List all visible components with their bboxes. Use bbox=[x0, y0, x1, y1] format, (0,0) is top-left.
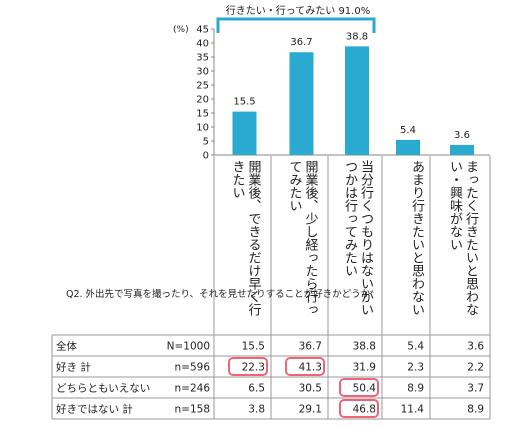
y-axis: 0 5 10 15 20 25 30 35 40 45 bbox=[196, 25, 490, 162]
bar-value-label: 36.7 bbox=[290, 37, 312, 48]
y-tick-label: 40 bbox=[196, 39, 209, 50]
bar bbox=[396, 139, 420, 155]
y-tick-label: 45 bbox=[196, 25, 209, 36]
category-label: まったく行きたいと思わない・興味がない bbox=[447, 160, 478, 316]
bar-value-label: 38.8 bbox=[346, 31, 368, 42]
bar-value-label: 15.5 bbox=[233, 97, 255, 108]
question-text: Q2. 外出先で写真を撮ったり、それを見せたりすることが好きかどうか bbox=[66, 289, 370, 301]
data-table: 全体 N=1000 15.5 36.7 38.8 5.4 3.6 好き 計 n=596 22.3 4… bbox=[51, 156, 491, 420]
unit-label: (%) bbox=[173, 25, 189, 35]
table-cell: 15.5 bbox=[242, 341, 265, 353]
table-cell: 5.4 bbox=[407, 341, 424, 353]
highlight-box bbox=[339, 399, 379, 418]
table-cell: 3.7 bbox=[467, 383, 484, 395]
bar-value-label: 3.6 bbox=[454, 130, 470, 141]
table-cell: 38.8 bbox=[353, 341, 376, 353]
table-cell: 31.9 bbox=[353, 362, 376, 374]
table-cell: 41.3 bbox=[299, 362, 322, 374]
y-tick-label: 15 bbox=[196, 109, 209, 120]
table-cell: 3.6 bbox=[467, 341, 484, 353]
bar bbox=[289, 52, 314, 155]
table-cell: 8.9 bbox=[407, 383, 424, 395]
y-tick-label: 35 bbox=[196, 53, 209, 64]
table-row-n: n=246 bbox=[175, 383, 211, 395]
table-cell: 36.7 bbox=[299, 341, 322, 353]
table-row-n: n=158 bbox=[175, 404, 211, 416]
y-tick-label: 20 bbox=[196, 95, 209, 106]
table-cell: 50.4 bbox=[353, 383, 377, 395]
y-tick-label: 0 bbox=[203, 151, 209, 162]
bars: 15.5 36.7 38.8 5.4 3.6 bbox=[232, 31, 474, 155]
bracket-label: 行きたい・行ってみたい 91.0% bbox=[226, 4, 370, 17]
table-cell: 22.3 bbox=[242, 362, 265, 374]
table-cell: 46.8 bbox=[353, 404, 376, 416]
table-row-n: N=1000 bbox=[167, 341, 210, 353]
bar bbox=[232, 111, 257, 155]
highlight-box bbox=[285, 357, 325, 376]
table-row-label: 好き 計 bbox=[56, 361, 91, 374]
bar bbox=[450, 144, 474, 155]
y-tick-label: 30 bbox=[196, 67, 209, 78]
table-cell: 3.8 bbox=[248, 404, 265, 416]
table-row-label: どちらともいえない bbox=[56, 383, 150, 395]
category-label: あまり行きたいと思わない bbox=[409, 160, 424, 316]
table-row-label: 好きではない 計 bbox=[56, 403, 133, 416]
table-row-n: n=596 bbox=[175, 362, 211, 374]
table-cell: 30.5 bbox=[299, 383, 322, 395]
table-cell: 11.4 bbox=[401, 404, 425, 416]
category-label: 開業後、少し経ったら行ってみたい bbox=[286, 160, 318, 316]
bar-value-label: 5.4 bbox=[400, 125, 416, 136]
table-row-label: 全体 bbox=[56, 340, 77, 353]
bar bbox=[345, 46, 369, 155]
category-label: 開業後、できるだけ早く行きたい bbox=[229, 160, 261, 316]
table-cell: 2.3 bbox=[407, 362, 424, 374]
y-tick-label: 25 bbox=[196, 81, 209, 92]
y-tick-label: 5 bbox=[203, 137, 209, 148]
highlight-box bbox=[228, 357, 268, 376]
table-cell: 8.9 bbox=[467, 404, 484, 416]
category-label: 当分行くつもりはないがいつかは行ってみたい bbox=[342, 160, 373, 316]
table-cell: 2.2 bbox=[467, 362, 484, 374]
table-cell: 6.5 bbox=[248, 383, 265, 395]
highlight-box bbox=[339, 378, 379, 397]
y-tick-label: 10 bbox=[196, 123, 209, 134]
table-cell: 29.1 bbox=[299, 404, 322, 416]
question-label: Q2. 外出先で写真を撮ったり、それを見せたりすることが好きかどうか bbox=[66, 289, 371, 300]
bracket-line bbox=[216, 17, 376, 33]
